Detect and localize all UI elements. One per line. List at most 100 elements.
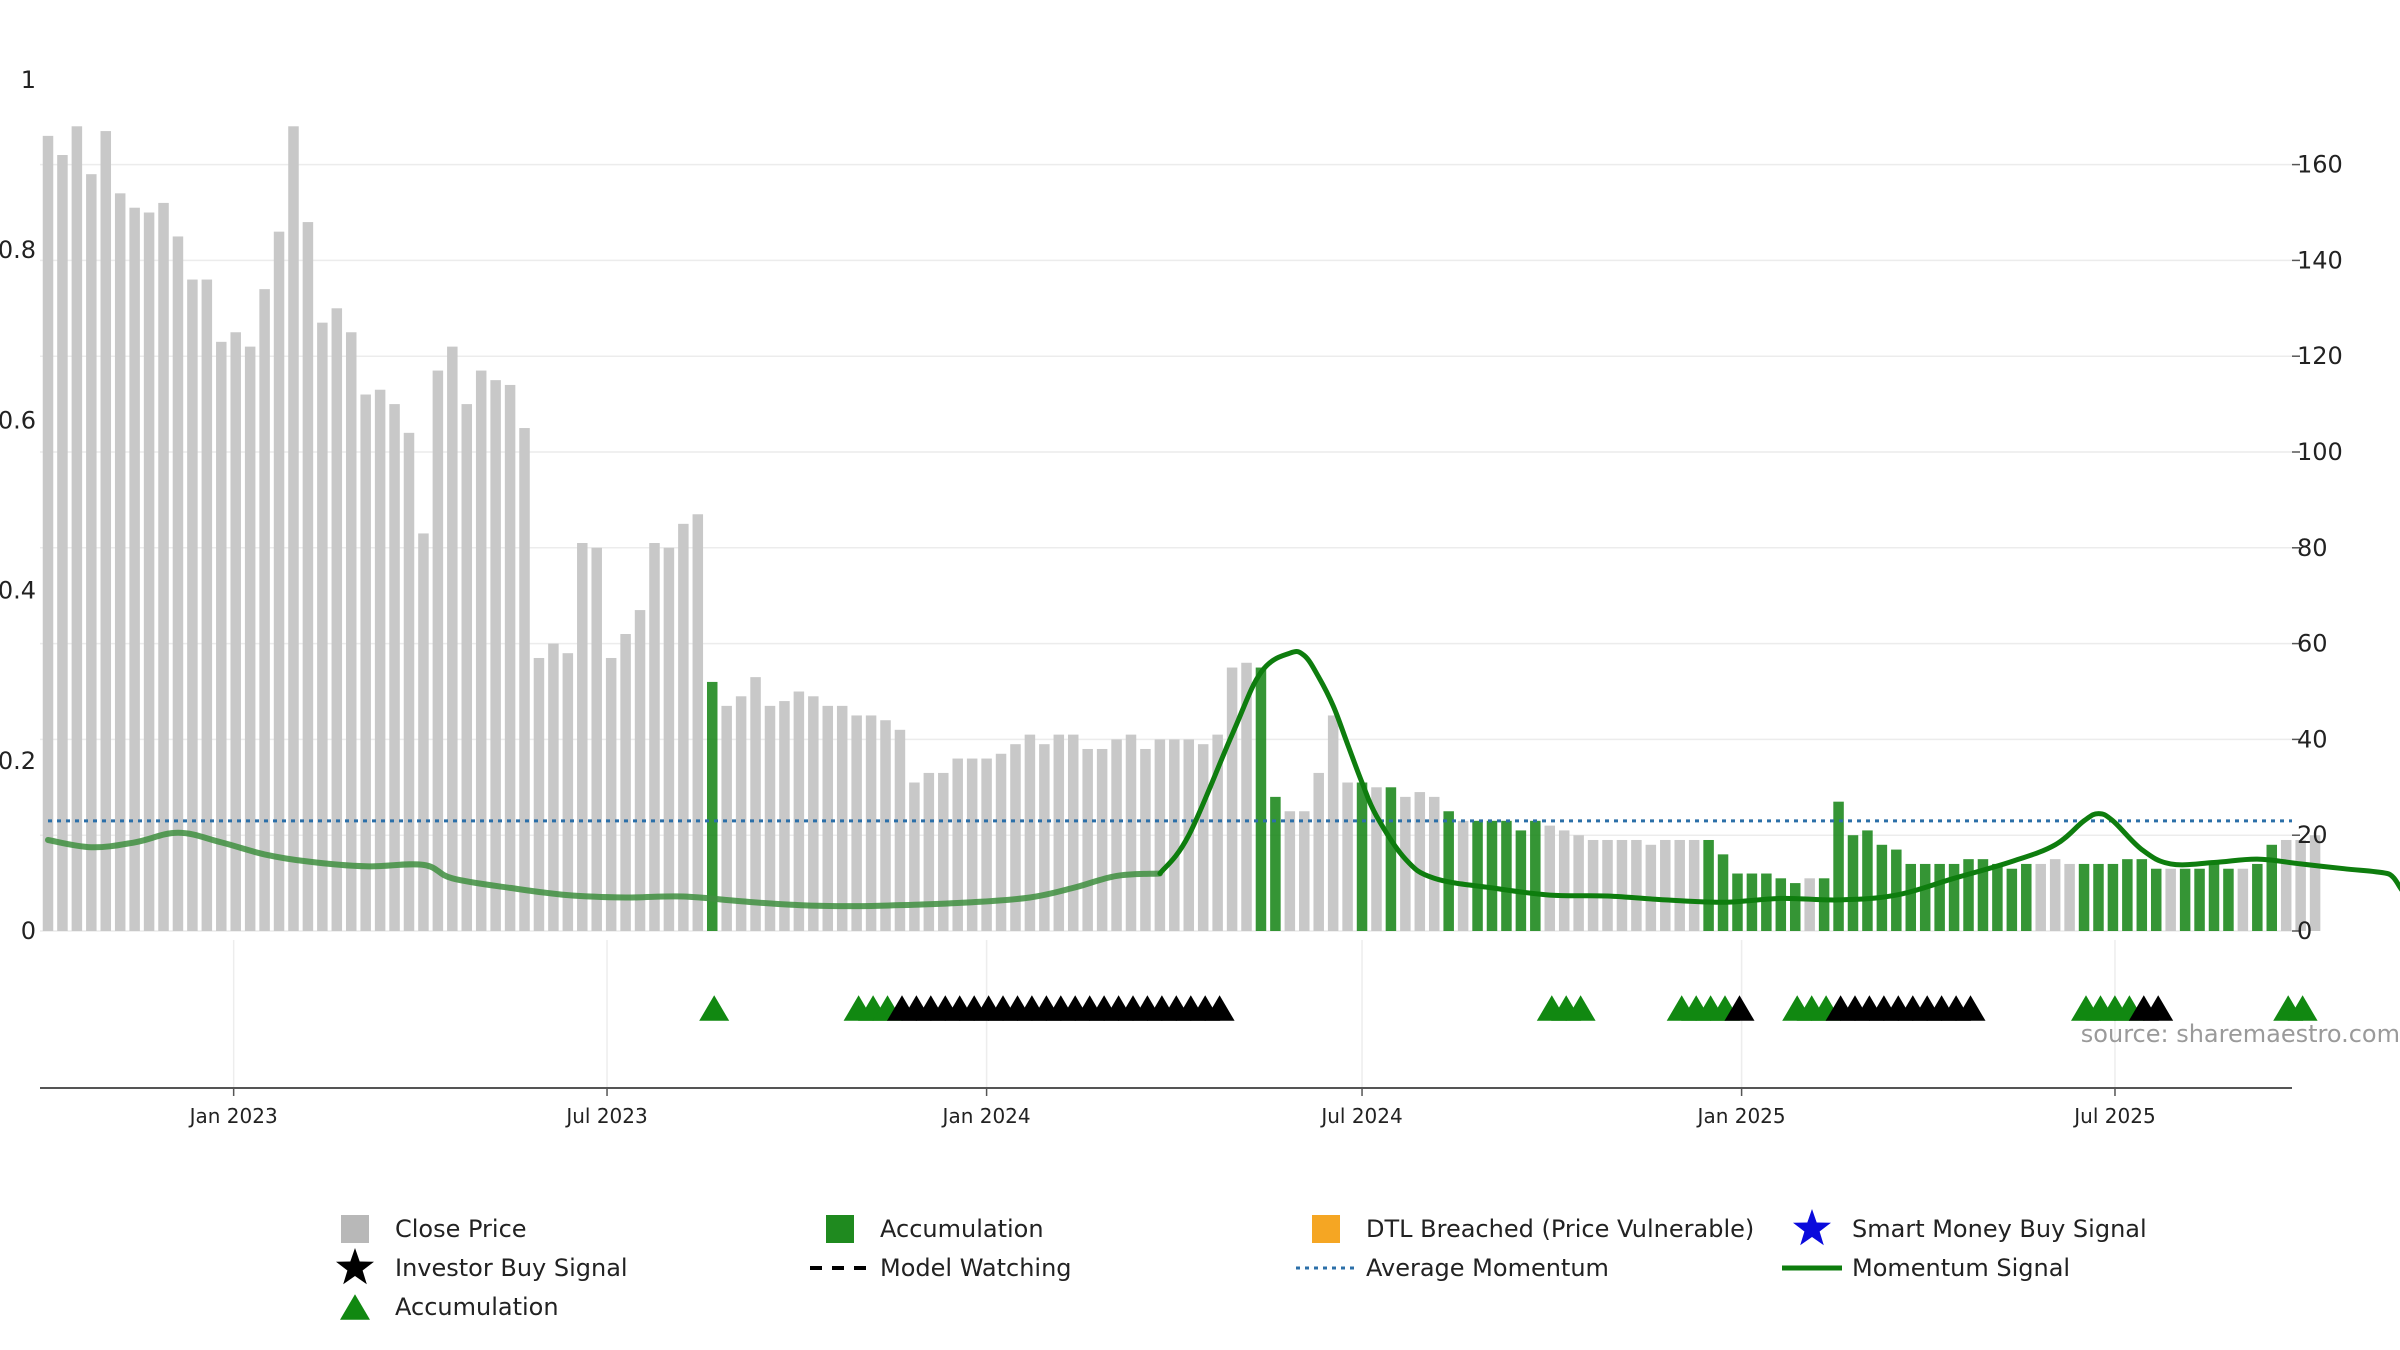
close-price-bar bbox=[2280, 839, 2292, 931]
x-tick-label: Jul 2023 bbox=[564, 1104, 647, 1128]
accumulation-bar bbox=[1992, 863, 2003, 931]
close-price-bar bbox=[938, 772, 949, 931]
close-price-bar bbox=[1140, 748, 1151, 931]
close-price-bar bbox=[374, 389, 386, 932]
accumulation-bar bbox=[2107, 863, 2119, 931]
axes: 0 0.2 0.4 0.6 0.8 1 0 20 40 60 80 100 120 140 160 Jan 2… bbox=[0, 66, 2343, 1128]
accumulation-bar bbox=[2136, 859, 2148, 931]
close-price-bar bbox=[1660, 839, 1671, 931]
close-price-bar bbox=[836, 705, 848, 931]
close-price-bar bbox=[533, 657, 545, 931]
left-tick-label: 0.8 bbox=[0, 236, 36, 264]
close-price-bar bbox=[1602, 839, 1613, 931]
close-price-bar bbox=[1039, 744, 1050, 931]
accumulation-bar bbox=[1919, 863, 1931, 931]
close-price-bar bbox=[447, 346, 458, 931]
right-tick-label: 60 bbox=[2297, 630, 2328, 658]
close-price-bar bbox=[1327, 715, 1339, 931]
close-price-bar bbox=[562, 653, 574, 931]
close-price-bar bbox=[187, 279, 198, 931]
close-price-bar bbox=[1342, 782, 1353, 931]
close-price-bar bbox=[591, 547, 602, 931]
legend-item-average-momentum: Average Momentum bbox=[1296, 1254, 1609, 1282]
accumulation-bar bbox=[1501, 820, 1512, 931]
close-price-bar bbox=[649, 543, 660, 931]
close-price-bar bbox=[750, 677, 761, 931]
legend-swatch-dtl bbox=[1312, 1215, 1340, 1243]
close-price-bar bbox=[894, 729, 906, 931]
legend-label: Smart Money Buy Signal bbox=[1852, 1215, 2147, 1243]
investor-buy-marker bbox=[1724, 995, 1755, 1021]
close-price-bar bbox=[288, 126, 299, 931]
left-tick-label: 0.6 bbox=[0, 406, 36, 434]
close-price-bar bbox=[909, 782, 920, 931]
close-price-bar bbox=[1645, 844, 1657, 931]
x-tick-label: Jan 2024 bbox=[941, 1104, 1031, 1128]
close-price-bar bbox=[57, 155, 68, 931]
close-price-bar bbox=[822, 705, 834, 931]
close-price-bar bbox=[1587, 839, 1599, 931]
close-price-bar bbox=[2035, 863, 2046, 931]
legend-label: Accumulation bbox=[880, 1215, 1044, 1243]
close-price-bar bbox=[2049, 859, 2061, 931]
close-price-bar bbox=[923, 772, 935, 931]
accumulation-bar bbox=[1891, 849, 1902, 931]
accumulation-bar bbox=[2194, 868, 2205, 931]
close-price-bar bbox=[721, 705, 732, 931]
x-tick-label: Jul 2025 bbox=[2072, 1104, 2155, 1128]
accumulation-bar bbox=[2223, 868, 2234, 931]
legend-item-model-watching: Model Watching bbox=[810, 1254, 1072, 1282]
accumulation-bar bbox=[1905, 863, 1917, 931]
close-price-bar bbox=[1125, 734, 1137, 931]
investor-buy-marker bbox=[2143, 995, 2174, 1021]
right-tick-label: 0 bbox=[2297, 917, 2312, 945]
legend-item-momentum-signal: Momentum Signal bbox=[1782, 1254, 2070, 1282]
close-price-bar bbox=[259, 289, 270, 931]
close-price-bar bbox=[86, 174, 97, 931]
legend-item-smart-money: Smart Money Buy Signal bbox=[1793, 1209, 2147, 1246]
close-price-bar bbox=[764, 705, 776, 931]
right-tick-label: 100 bbox=[2297, 438, 2343, 466]
accumulation-bar bbox=[2208, 863, 2220, 931]
legend-label: Close Price bbox=[395, 1215, 527, 1243]
accumulation-bar bbox=[2093, 863, 2104, 931]
close-price-bar bbox=[678, 523, 689, 931]
close-price-bar bbox=[966, 758, 978, 931]
close-price-bar bbox=[851, 715, 862, 931]
accumulation-bar bbox=[1255, 667, 1267, 931]
close-price-bar bbox=[779, 701, 790, 931]
momentum-signal-line-early bbox=[45, 829, 1163, 910]
close-price-bar bbox=[577, 543, 588, 931]
close-price-bar bbox=[952, 758, 963, 931]
accumulation-bar bbox=[1789, 883, 1801, 931]
source-label: source: sharemaestro.com bbox=[2081, 1020, 2400, 1048]
signal-markers bbox=[699, 995, 2318, 1021]
close-price-bar bbox=[1197, 744, 1209, 931]
close-price-bar bbox=[490, 380, 501, 931]
close-price-bar bbox=[620, 634, 631, 931]
accumulation-bar bbox=[2150, 868, 2162, 931]
accumulation-bar bbox=[1486, 820, 1498, 931]
accumulation-bar bbox=[706, 681, 718, 931]
right-tick-label: 80 bbox=[2297, 534, 2328, 562]
close-price-bar bbox=[1299, 811, 1310, 931]
accumulation-bar bbox=[1963, 859, 1974, 931]
accumulation-marker bbox=[1565, 995, 1596, 1021]
close-price-bar bbox=[1053, 734, 1065, 931]
close-price-bar bbox=[230, 332, 241, 931]
right-tick-label: 120 bbox=[2297, 342, 2343, 370]
close-price-bar bbox=[475, 370, 487, 931]
close-price-bar bbox=[1067, 734, 1079, 931]
accumulation-bar bbox=[2078, 863, 2090, 931]
close-price-bar bbox=[1010, 744, 1021, 931]
close-price-bar bbox=[1313, 772, 1324, 931]
investor-buy-marker bbox=[1204, 995, 1235, 1021]
legend-swatch-smart-money-star bbox=[1793, 1209, 1831, 1246]
momentum-lines bbox=[45, 649, 2400, 910]
close-price-bar bbox=[1457, 820, 1469, 931]
accumulation-bar bbox=[1761, 873, 1772, 931]
accumulation-bar bbox=[1775, 878, 1787, 931]
close-price-bar bbox=[1082, 748, 1093, 931]
accumulation-marker bbox=[2287, 995, 2318, 1021]
